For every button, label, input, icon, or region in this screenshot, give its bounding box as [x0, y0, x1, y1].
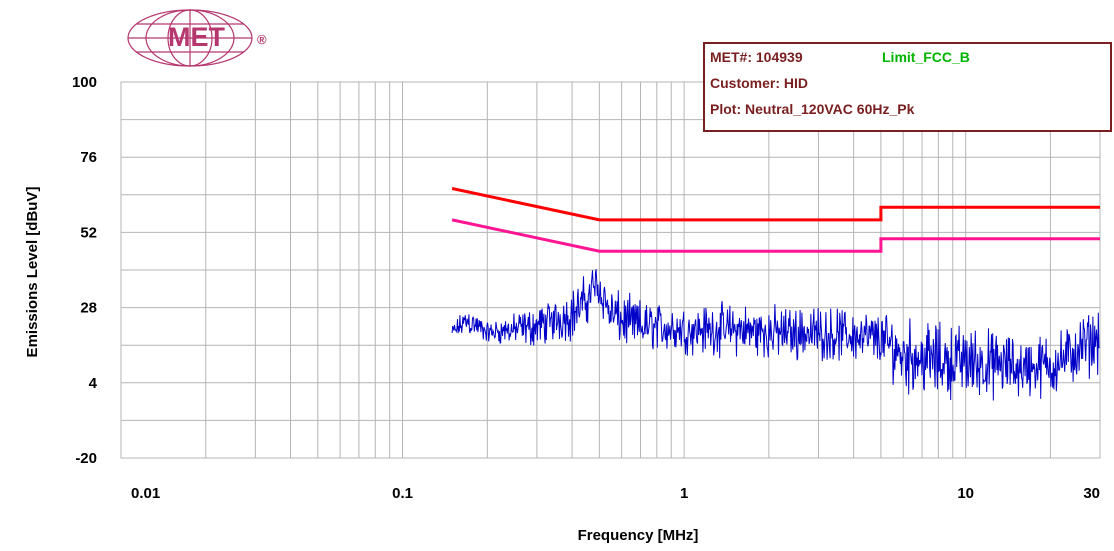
met-logo: MET ®	[127, 9, 267, 67]
customer: Customer: HID	[710, 75, 808, 91]
y-tick-label: 100	[72, 74, 97, 91]
logo-text: MET	[168, 22, 226, 52]
x-tick-label: 0.01	[131, 485, 160, 502]
x-tick-labels: 0.01 0.1 1 10 30	[131, 485, 1100, 502]
x-tick-label: 10	[957, 485, 974, 502]
grid	[120, 81, 1101, 459]
y-tick-label: 28	[80, 300, 97, 317]
x-axis-title: Frequency [MHz]	[578, 527, 699, 544]
x-tick-label: 0.1	[392, 485, 413, 502]
y-tick-labels: -20 4 28 52 76 100	[72, 74, 98, 467]
limit-name: Limit_FCC_B	[882, 49, 970, 65]
y-axis-title: Emissions Level [dBuV]	[24, 187, 41, 358]
y-tick-label: 4	[89, 375, 98, 392]
limit-line-upper	[451, 187, 1100, 222]
series-layer	[451, 187, 1100, 401]
info-box-frame	[703, 42, 1112, 132]
y-tick-label: 52	[80, 224, 97, 241]
y-tick-label: -20	[75, 450, 97, 467]
x-tick-label: 30	[1083, 485, 1100, 502]
x-tick-label: 1	[680, 485, 688, 502]
globe-icon	[127, 9, 253, 67]
info-box: MET#: 104939 Limit_FCC_B Customer: HID P…	[703, 42, 1112, 132]
logo-registered-mark: ®	[257, 32, 267, 47]
limit-line-lower	[451, 218, 1100, 253]
emissions-trace	[451, 269, 1100, 401]
plot-border	[120, 81, 1101, 459]
met-number: MET#: 104939	[710, 49, 803, 65]
y-tick-label: 76	[80, 149, 97, 166]
plot-label: Plot: Neutral_120VAC 60Hz_Pk	[710, 101, 915, 117]
